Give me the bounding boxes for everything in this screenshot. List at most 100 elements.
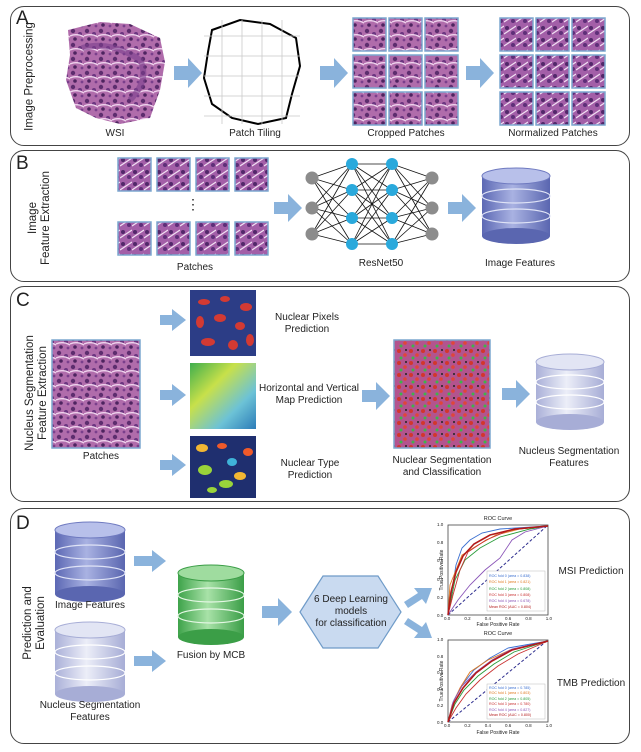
caption-nuclear-pixels-line1: Nuclear Pixels [275, 312, 339, 323]
caption-nuclear-type-line2: Prediction [287, 470, 333, 481]
caption-cropped-patches: Cropped Patches [367, 128, 445, 139]
image-features-db-b [481, 167, 551, 244]
caption-d-nseg-features-line1: Nucleus Segmentation [39, 700, 141, 711]
models-hexagon [299, 575, 402, 649]
arrow-d5 [404, 618, 432, 638]
roc-tmb-xtick: 0.6 [505, 723, 512, 728]
roc-tmb-ytick: 1.0 [437, 637, 444, 642]
arrow-d4 [404, 588, 432, 608]
roc-tmb-ytick: 0.4 [437, 686, 444, 692]
arrow-a1 [174, 58, 202, 88]
caption-resnet50: ResNet50 [358, 258, 404, 269]
roc-tmb-xtick: 1.0 [545, 723, 552, 728]
arrow-c1 [160, 309, 186, 331]
roc-msi-xlabel: False Positive Rate [476, 622, 520, 628]
roc-tmb-ytick: 0.2 [437, 703, 444, 709]
nucleus-seg-features-db-d [54, 621, 126, 702]
arrow-a3 [466, 58, 494, 88]
arrow-c4 [362, 382, 390, 410]
roc-tmb-legend-item: ROC fold 0 (area = 0.785) [489, 686, 531, 690]
ellipsis: ⋮ [186, 196, 200, 212]
arrow-a2 [320, 58, 348, 88]
roc-tmb-legend-item: Mean ROC (AUC = 0.800) [489, 713, 532, 718]
caption-nuclear-pixels: Nuclear Pixels Prediction [262, 312, 352, 336]
caption-hv-map-line2: Map Prediction [275, 395, 343, 406]
arrow-b2 [448, 194, 476, 222]
roc-msi-legend: ROC fold 0 (area = 0.838) ROC fold 1 (ar… [489, 573, 545, 611]
nuclear-pixels-map [190, 290, 256, 356]
roc-tmb-title: ROC Curve [483, 631, 513, 637]
cropped-patches-grid [352, 17, 459, 126]
segmentation-result-image [393, 339, 491, 449]
panel-b-letter: B [16, 153, 29, 174]
patch-tiling-image [202, 18, 302, 126]
wsi-image [66, 22, 165, 124]
roc-msi-ytick: 0.6 [437, 558, 444, 564]
caption-models-line2: models [334, 606, 368, 617]
roc-msi-title: ROC Curve [483, 516, 513, 522]
b-patches [117, 157, 269, 256]
nuclear-type-map [190, 436, 256, 498]
roc-tmb-legend: ROC fold 0 (area = 0.785) ROC fold 1 (ar… [489, 686, 545, 718]
caption-c-nseg-features-line1: Nucleus Segmentation [518, 446, 620, 457]
c-patch-large [51, 339, 141, 449]
roc-msi-legend-item: ROC fold 4 (area = 0.678) [489, 599, 531, 604]
roc-tmb-xlabel: False Positive Rate [476, 730, 520, 736]
arrow-c2 [160, 384, 186, 406]
caption-hv-map: Horizontal and Vertical Map Prediction [254, 383, 364, 407]
panel-d-letter: D [16, 513, 30, 534]
caption-c-nseg-features: Nucleus Segmentation Features [514, 446, 624, 470]
roc-tmb-xtick: 0.8 [525, 723, 532, 728]
roc-msi-xtick: 0.8 [525, 616, 532, 621]
caption-wsi: WSI [105, 128, 125, 139]
roc-msi-yticks: 0.0 0.2 0.4 0.6 0.8 1.0 [437, 522, 447, 618]
arrow-d2 [134, 650, 166, 672]
arrow-c3 [160, 454, 186, 476]
caption-tmb-prediction: TMB Prediction [556, 678, 626, 689]
hv-map [190, 363, 256, 429]
roc-tmb-legend-item: ROC fold 3 (area = 0.780) [489, 702, 531, 707]
roc-tmb-yticks: 0.0 0.2 0.4 0.6 0.8 1.0 [437, 637, 447, 725]
roc-tmb-legend-item: ROC fold 4 (area = 0.827) [489, 707, 531, 712]
roc-msi-legend-item: ROC fold 3 (area = 0.808) [489, 592, 531, 597]
caption-segmentation-line2: and Classification [402, 467, 482, 478]
roc-msi-xtick: 0.2 [464, 616, 471, 621]
caption-models-line3: for classification [315, 618, 387, 629]
roc-msi-ytick: 0.8 [437, 540, 444, 546]
caption-b-patches: Patches [176, 262, 214, 273]
roc-tmb-xtick: 0.2 [464, 723, 471, 728]
roc-msi-xticks: 0.0 0.2 0.4 0.6 0.8 1.0 [444, 616, 552, 621]
nucleus-seg-features-db-c [535, 353, 605, 430]
arrow-d3 [262, 598, 292, 626]
arrow-b1 [274, 194, 302, 222]
caption-d-nseg-features: Nucleus Segmentation Features [30, 700, 150, 724]
roc-tmb-ytick: 0.6 [437, 670, 444, 676]
roc-msi-ytick: 0.4 [437, 576, 444, 582]
panel-c-letter: C [16, 290, 30, 311]
roc-msi-xtick: 0.4 [484, 616, 491, 621]
caption-segmentation-line1: Nuclear Segmentation [392, 455, 492, 466]
caption-fusion-mcb: Fusion by MCB [176, 650, 246, 661]
caption-nuclear-type: Nuclear Type Prediction [265, 458, 355, 482]
caption-hv-map-line1: Horizontal and Vertical [258, 383, 360, 394]
normalized-patches-grid [499, 17, 606, 126]
roc-msi-legend-item: Mean ROC (AUC = 0.804) [489, 605, 532, 610]
caption-c-nseg-features-line2: Features [549, 458, 589, 469]
resnet50-network [305, 158, 439, 250]
caption-msi-prediction: MSI Prediction [558, 566, 624, 577]
roc-msi-legend-item: ROC fold 1 (area = 0.821) [489, 580, 531, 585]
roc-chart-tmb [447, 639, 549, 723]
caption-d-image-features: Image Features [54, 600, 126, 611]
caption-models: 6 Deep Learning models for classificatio… [305, 594, 397, 630]
roc-msi-xtick: 0.0 [444, 616, 451, 621]
roc-tmb-ytick: 0.8 [437, 653, 444, 659]
caption-b-image-features: Image Features [484, 258, 556, 269]
roc-chart-msi [447, 524, 549, 616]
caption-nuclear-type-line1: Nuclear Type [280, 458, 340, 469]
image-features-db-d [54, 521, 126, 602]
arrow-c5 [502, 380, 530, 408]
roc-msi-xtick: 1.0 [545, 616, 552, 621]
roc-tmb-legend-item: ROC fold 1 (area = 0.803) [489, 691, 531, 696]
roc-tmb-xticks: 0.0 0.2 0.4 0.6 0.8 1.0 [444, 723, 552, 728]
